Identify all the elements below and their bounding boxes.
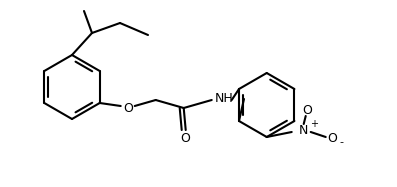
Text: N: N	[299, 123, 308, 137]
Text: +: +	[310, 119, 318, 129]
Text: O: O	[123, 102, 133, 114]
Text: O: O	[327, 131, 337, 145]
Text: O: O	[180, 131, 190, 145]
Text: -: -	[340, 137, 344, 147]
Text: NH: NH	[215, 91, 233, 105]
Text: O: O	[302, 103, 312, 117]
